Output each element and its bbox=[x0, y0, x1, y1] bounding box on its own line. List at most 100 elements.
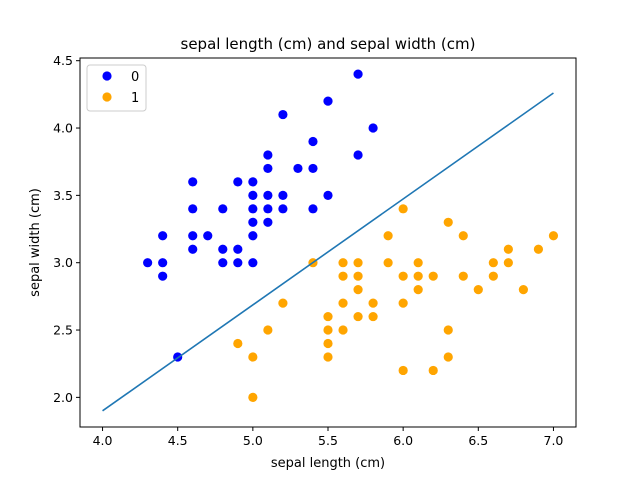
y-axis: 2.0 2.5 3.0 3.5 4.0 4.5 bbox=[53, 53, 80, 405]
legend-marker-1 bbox=[102, 92, 112, 102]
data-point-series-1 bbox=[338, 298, 348, 308]
data-point-series-1 bbox=[473, 285, 483, 295]
chart-title: sepal length (cm) and sepal width (cm) bbox=[181, 35, 476, 53]
data-point-series-0 bbox=[233, 258, 243, 268]
data-point-series-0 bbox=[368, 123, 378, 133]
data-point-series-1 bbox=[323, 325, 333, 335]
data-point-series-1 bbox=[443, 325, 453, 335]
data-point-series-1 bbox=[383, 231, 393, 241]
data-point-series-0 bbox=[188, 231, 198, 241]
data-point-series-0 bbox=[203, 231, 213, 241]
data-point-series-1 bbox=[278, 298, 288, 308]
data-point-series-1 bbox=[383, 258, 393, 268]
y-tick-label: 2.5 bbox=[53, 323, 73, 338]
data-point-series-0 bbox=[353, 69, 363, 79]
data-point-series-0 bbox=[263, 190, 273, 200]
data-point-series-1 bbox=[443, 217, 453, 227]
data-point-series-0 bbox=[278, 204, 288, 214]
data-point-series-1 bbox=[353, 311, 363, 322]
data-point-series-1 bbox=[503, 258, 513, 268]
x-tick-label: 4.5 bbox=[168, 433, 188, 448]
data-point-series-1 bbox=[413, 258, 423, 268]
data-point-series-0 bbox=[308, 163, 318, 174]
data-point-series-1 bbox=[323, 338, 333, 349]
data-point-series-0 bbox=[278, 109, 288, 120]
data-point-series-0 bbox=[188, 177, 198, 187]
data-point-series-1 bbox=[353, 258, 363, 268]
y-tick-label: 4.5 bbox=[53, 53, 73, 68]
data-point-series-0 bbox=[143, 258, 153, 268]
data-point-series-0 bbox=[323, 96, 333, 106]
data-point-series-0 bbox=[158, 258, 168, 268]
data-point-series-0 bbox=[323, 190, 333, 200]
data-point-series-0 bbox=[218, 244, 228, 254]
y-tick-label: 3.5 bbox=[53, 188, 73, 203]
data-point-series-1 bbox=[428, 271, 438, 281]
y-tick-label: 3.0 bbox=[53, 255, 73, 270]
decision-line bbox=[102, 92, 554, 412]
data-point-series-0 bbox=[158, 271, 168, 281]
x-tick-label: 6.0 bbox=[393, 433, 413, 448]
data-point-series-1 bbox=[503, 244, 513, 254]
data-point-series-1 bbox=[323, 352, 333, 362]
data-point-series-1 bbox=[323, 311, 333, 322]
data-point-series-1 bbox=[458, 271, 468, 281]
data-point-series-0 bbox=[263, 217, 273, 227]
data-point-series-1 bbox=[398, 204, 408, 214]
data-point-series-1 bbox=[458, 231, 468, 241]
plot-area bbox=[102, 69, 559, 412]
data-point-series-1 bbox=[233, 338, 243, 349]
data-point-series-0 bbox=[248, 217, 258, 227]
data-point-series-0 bbox=[248, 258, 258, 268]
data-point-series-0 bbox=[263, 204, 273, 214]
data-point-series-0 bbox=[188, 244, 198, 254]
x-axis-label: sepal length (cm) bbox=[271, 456, 385, 471]
data-point-series-1 bbox=[353, 271, 363, 281]
legend-label-1: 1 bbox=[131, 91, 139, 106]
data-point-series-1 bbox=[548, 231, 559, 241]
data-point-series-1 bbox=[518, 285, 528, 295]
data-point-series-0 bbox=[308, 136, 318, 147]
x-tick-label: 5.5 bbox=[318, 433, 338, 448]
data-point-series-1 bbox=[398, 271, 408, 281]
data-point-series-1 bbox=[368, 311, 378, 322]
legend: 01 bbox=[86, 64, 147, 112]
data-point-series-1 bbox=[338, 271, 348, 281]
data-point-series-1 bbox=[248, 352, 258, 362]
data-point-series-0 bbox=[308, 204, 318, 214]
legend-box bbox=[86, 64, 147, 112]
data-point-series-1 bbox=[413, 285, 423, 295]
x-tick-label: 5.0 bbox=[243, 433, 263, 448]
data-point-series-0 bbox=[353, 150, 363, 160]
data-point-series-0 bbox=[218, 258, 228, 268]
data-point-series-1 bbox=[413, 271, 423, 281]
data-point-series-0 bbox=[263, 163, 273, 174]
data-point-series-0 bbox=[248, 231, 258, 241]
data-point-series-1 bbox=[398, 365, 408, 376]
data-point-series-0 bbox=[278, 190, 288, 200]
y-tick-label: 2.0 bbox=[53, 390, 73, 405]
data-point-series-1 bbox=[533, 244, 544, 254]
x-tick-label: 4.0 bbox=[93, 433, 113, 448]
legend-marker-0 bbox=[102, 71, 112, 81]
data-point-series-1 bbox=[263, 325, 273, 335]
y-tick-label: 4.0 bbox=[53, 121, 73, 136]
data-point-series-0 bbox=[218, 204, 228, 214]
x-tick-label: 7.0 bbox=[544, 433, 564, 448]
data-point-series-0 bbox=[158, 231, 168, 241]
data-point-series-1 bbox=[338, 258, 348, 268]
y-axis-label: sepal width (cm) bbox=[28, 188, 43, 297]
data-point-series-1 bbox=[488, 258, 498, 268]
data-point-series-0 bbox=[233, 177, 243, 187]
data-point-series-0 bbox=[248, 177, 258, 187]
data-point-series-1 bbox=[338, 325, 348, 335]
data-point-series-1 bbox=[398, 298, 408, 308]
data-point-series-0 bbox=[188, 204, 198, 214]
data-point-series-1 bbox=[248, 392, 258, 402]
data-point-series-0 bbox=[263, 150, 273, 160]
data-point-series-0 bbox=[233, 244, 243, 254]
data-point-series-0 bbox=[293, 163, 303, 174]
data-point-series-1 bbox=[368, 298, 378, 308]
data-point-series-0 bbox=[248, 204, 258, 214]
data-point-series-0 bbox=[248, 190, 258, 200]
